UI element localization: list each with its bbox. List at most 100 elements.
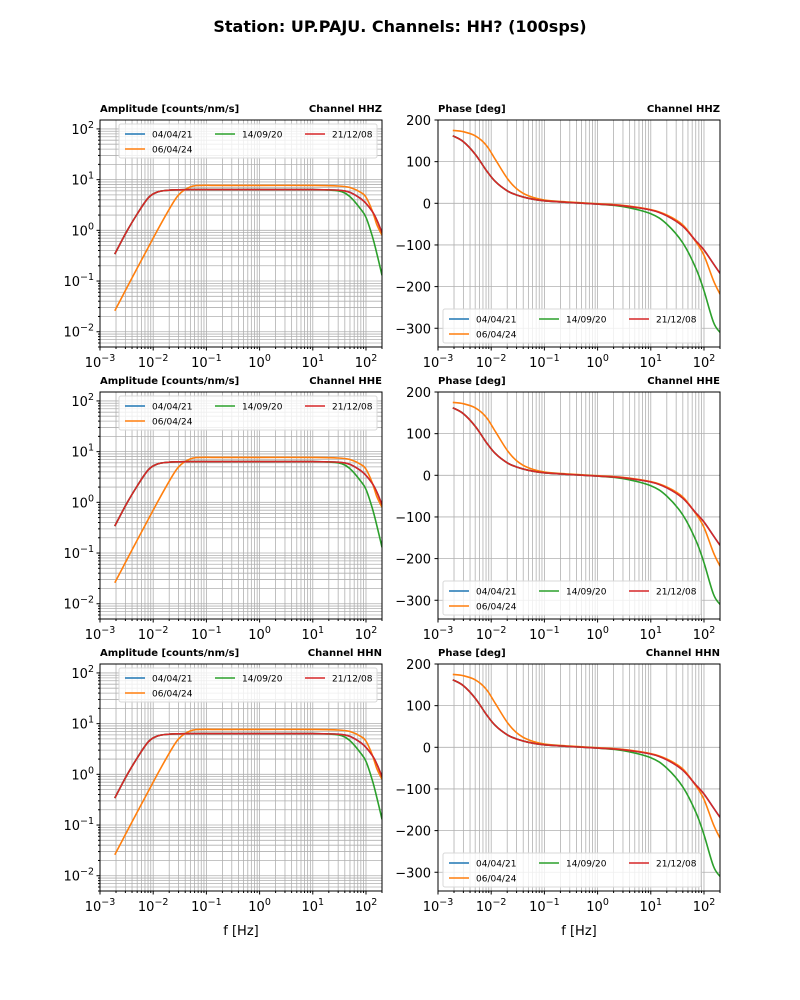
- channel-label: Channel HHE: [647, 376, 720, 387]
- y-tick-label: 100: [71, 493, 94, 511]
- series-line-06-04-24: [114, 728, 382, 856]
- x-tick-label: 101: [639, 897, 662, 915]
- x-tick-label: 101: [301, 897, 324, 915]
- y-tick-label: 10−1: [63, 544, 94, 562]
- legend-label: 04/04/21: [152, 403, 192, 413]
- y-tick-label: 101: [71, 715, 94, 733]
- series-line-21-12-08: [114, 732, 382, 799]
- series-line-06-04-24: [452, 401, 720, 567]
- legend-label: 06/04/24: [152, 690, 193, 700]
- legend-label: 06/04/24: [476, 603, 517, 613]
- legend-label: 14/09/20: [566, 316, 607, 326]
- series-line-14-09-20: [452, 679, 720, 877]
- x-tick-label: 10−3: [85, 625, 116, 643]
- legend-label: 14/09/20: [242, 403, 283, 413]
- x-tick-label: 10−1: [191, 625, 222, 643]
- legend-label: 06/04/24: [476, 331, 517, 341]
- subplot-amplitude-hhe: 10−3 10−2 10−1 100 101 102 10−2 10−1 100 101 102 Am…: [63, 376, 383, 643]
- x-tick-label: 10−2: [138, 353, 169, 371]
- legend-label: 21/12/08: [332, 131, 373, 141]
- y-tick-label: 10−1: [63, 816, 94, 834]
- legend-label: 21/12/08: [332, 675, 373, 685]
- x-tick-label: 100: [586, 625, 609, 643]
- legend: 04/04/21 06/04/24 14/09/20 21/12/08: [442, 852, 702, 888]
- series-line-04-04-21: [114, 732, 382, 799]
- x-tick-label: 101: [301, 353, 324, 371]
- series-line-06-04-24: [452, 129, 720, 295]
- y-tick-label: 10−1: [63, 272, 94, 290]
- legend-label: 04/04/21: [476, 860, 516, 870]
- x-tick-label: 10−2: [138, 625, 169, 643]
- y-tick-label: 200: [406, 386, 431, 401]
- series-line-14-09-20: [452, 135, 720, 333]
- legend-box: [118, 395, 378, 431]
- x-tick-label: 102: [355, 625, 378, 643]
- x-axis-label: f [Hz]: [223, 924, 258, 939]
- x-tick-label: 10−3: [85, 897, 116, 915]
- axes-frame: [99, 663, 383, 892]
- x-axis-label: f [Hz]: [561, 924, 596, 939]
- subplot-phase-hhn: 10−3 10−2 10−1 100 101 102 −300 −200 −100 0 100 200…: [395, 648, 721, 939]
- y-tick-label: 0: [423, 197, 431, 212]
- y-tick-label: 101: [71, 443, 94, 461]
- series-lines: [452, 673, 720, 877]
- y-tick-label: 10−2: [63, 595, 94, 613]
- legend-label: 04/04/21: [476, 316, 516, 326]
- y-tick-label: −100: [395, 511, 431, 526]
- x-tick-label: 102: [355, 897, 378, 915]
- legend-box: [118, 667, 378, 703]
- axes-frame: [437, 391, 721, 620]
- x-tick-label: 101: [639, 353, 662, 371]
- series-line-04-04-21: [114, 460, 382, 527]
- y-tick-label: 10−2: [63, 867, 94, 885]
- series-lines: [452, 129, 720, 333]
- x-tick-label: 102: [355, 353, 378, 371]
- y-tick-label: −300: [395, 322, 431, 337]
- x-tick-label: 102: [693, 353, 716, 371]
- legend-label: 14/09/20: [566, 588, 607, 598]
- legend-label: 21/12/08: [656, 860, 697, 870]
- y-tick-label: −100: [395, 239, 431, 254]
- y-tick-label: 102: [71, 664, 94, 682]
- panel-title: Amplitude [counts/nm/s]: [100, 648, 239, 659]
- x-tick-label: 100: [248, 897, 271, 915]
- x-tick-label: 10−1: [191, 897, 222, 915]
- y-tick-label: 10−2: [63, 323, 94, 341]
- legend-label: 06/04/24: [152, 146, 193, 156]
- series-line-06-04-24: [114, 456, 382, 584]
- x-tick-label: 10−3: [85, 353, 116, 371]
- x-tick-label: 101: [301, 625, 324, 643]
- y-tick-label: 102: [71, 120, 94, 138]
- y-tick-label: 100: [406, 700, 431, 715]
- legend-label: 04/04/21: [152, 131, 192, 141]
- x-tick-label: 10−1: [529, 353, 560, 371]
- x-tick-label: 10−2: [138, 897, 169, 915]
- panel-title: Amplitude [counts/nm/s]: [100, 376, 239, 387]
- x-tick-label: 10−2: [476, 353, 507, 371]
- y-tick-label: 0: [423, 469, 431, 484]
- series-lines: [452, 401, 720, 605]
- y-tick-label: −300: [395, 594, 431, 609]
- figure-title: Station: UP.PAJU. Channels: HH? (100sps): [213, 17, 587, 36]
- legend: 04/04/21 06/04/24 14/09/20 21/12/08: [442, 580, 702, 616]
- legend-label: 14/09/20: [242, 675, 283, 685]
- subplot-amplitude-hhn: 10−3 10−2 10−1 100 101 102 10−2 10−1 100 101 102 Am…: [63, 648, 383, 939]
- axes-frame: [437, 119, 721, 348]
- y-tick-label: 0: [423, 741, 431, 756]
- channel-label: Channel HHZ: [647, 104, 720, 115]
- legend-label: 21/12/08: [332, 403, 373, 413]
- series-line-21-12-08: [114, 460, 382, 527]
- x-tick-label: 10−3: [423, 353, 454, 371]
- channel-label: Channel HHZ: [309, 104, 382, 115]
- legend-label: 04/04/21: [476, 588, 516, 598]
- x-tick-label: 10−2: [476, 897, 507, 915]
- x-tick-label: 10−3: [423, 625, 454, 643]
- y-tick-label: 100: [406, 156, 431, 171]
- legend-label: 21/12/08: [656, 316, 697, 326]
- axes-frame: [99, 391, 383, 620]
- series-line-21-12-08: [114, 188, 382, 255]
- x-tick-label: 100: [248, 353, 271, 371]
- series-line-14-09-20: [452, 407, 720, 605]
- legend-box: [118, 123, 378, 159]
